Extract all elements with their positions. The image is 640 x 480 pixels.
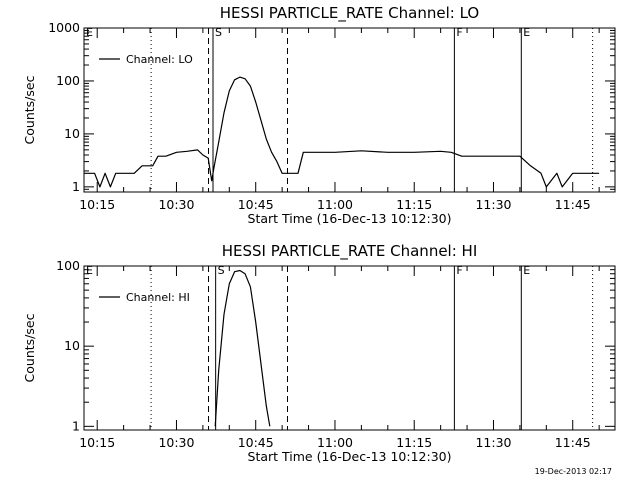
x-tick-label: 11:45 (555, 435, 591, 450)
y-axis-label: Counts/sec (22, 75, 37, 144)
x-tick-label: 11:15 (396, 435, 432, 450)
footer-timestamp: 19-Dec-2013 02:17 (535, 467, 612, 476)
x-tick-label: 10:15 (79, 435, 115, 450)
y-tick-label: 100 (56, 258, 80, 273)
y-tick-label: 1000 (48, 20, 80, 35)
event-marker-label: E (523, 26, 530, 39)
x-tick-label: 11:00 (317, 197, 353, 212)
panel-1: HESSI PARTICLE_RATE Channel: LO 1 10 100 100… (22, 4, 616, 226)
y-axis-label: Counts/sec (22, 313, 37, 382)
event-marker-label: S (218, 264, 225, 277)
panel-2: HESSI PARTICLE_RATE Channel: HI 1 10 100 10:… (22, 242, 616, 464)
y-tick-label: 1 (72, 179, 80, 194)
x-axis-label: Start Time (16-Dec-13 10:12:30) (248, 211, 452, 226)
x-tick-label: 11:15 (396, 197, 432, 212)
x-tick-label: 11:45 (555, 197, 591, 212)
x-tick-label: 10:45 (238, 435, 274, 450)
legend-label: Channel: LO (126, 53, 193, 66)
plot-frame (83, 27, 616, 193)
x-tick-label: 11:30 (475, 435, 511, 450)
chart-title: HESSI PARTICLE_RATE Channel: LO (220, 4, 479, 23)
x-tick-label: 10:45 (238, 197, 274, 212)
x-tick-label: 10:30 (158, 197, 194, 212)
x-tick-label: 11:00 (317, 435, 353, 450)
y-tick-label: 100 (56, 73, 80, 88)
series-line-0 (84, 76, 600, 188)
legend-label: Channel: HI (126, 291, 190, 304)
event-marker-label: E (523, 264, 530, 277)
x-axis-label: Start Time (16-Dec-13 10:12:30) (248, 449, 452, 464)
series-line-0 (214, 269, 271, 427)
chart-title: HESSI PARTICLE_RATE Channel: HI (222, 242, 478, 261)
event-marker-label: F (456, 264, 462, 277)
y-tick-label: 10 (64, 126, 80, 141)
x-tick-label: 11:30 (475, 197, 511, 212)
y-tick-label: 1 (72, 418, 80, 433)
event-marker-label: E (86, 26, 93, 39)
event-marker-label: F (456, 26, 462, 39)
event-marker-label: S (215, 26, 222, 39)
x-tick-label: 10:15 (79, 197, 115, 212)
event-marker-label: E (86, 264, 93, 277)
plot-frame (83, 265, 616, 431)
x-tick-label: 10:30 (158, 435, 194, 450)
y-tick-label: 10 (64, 338, 80, 353)
